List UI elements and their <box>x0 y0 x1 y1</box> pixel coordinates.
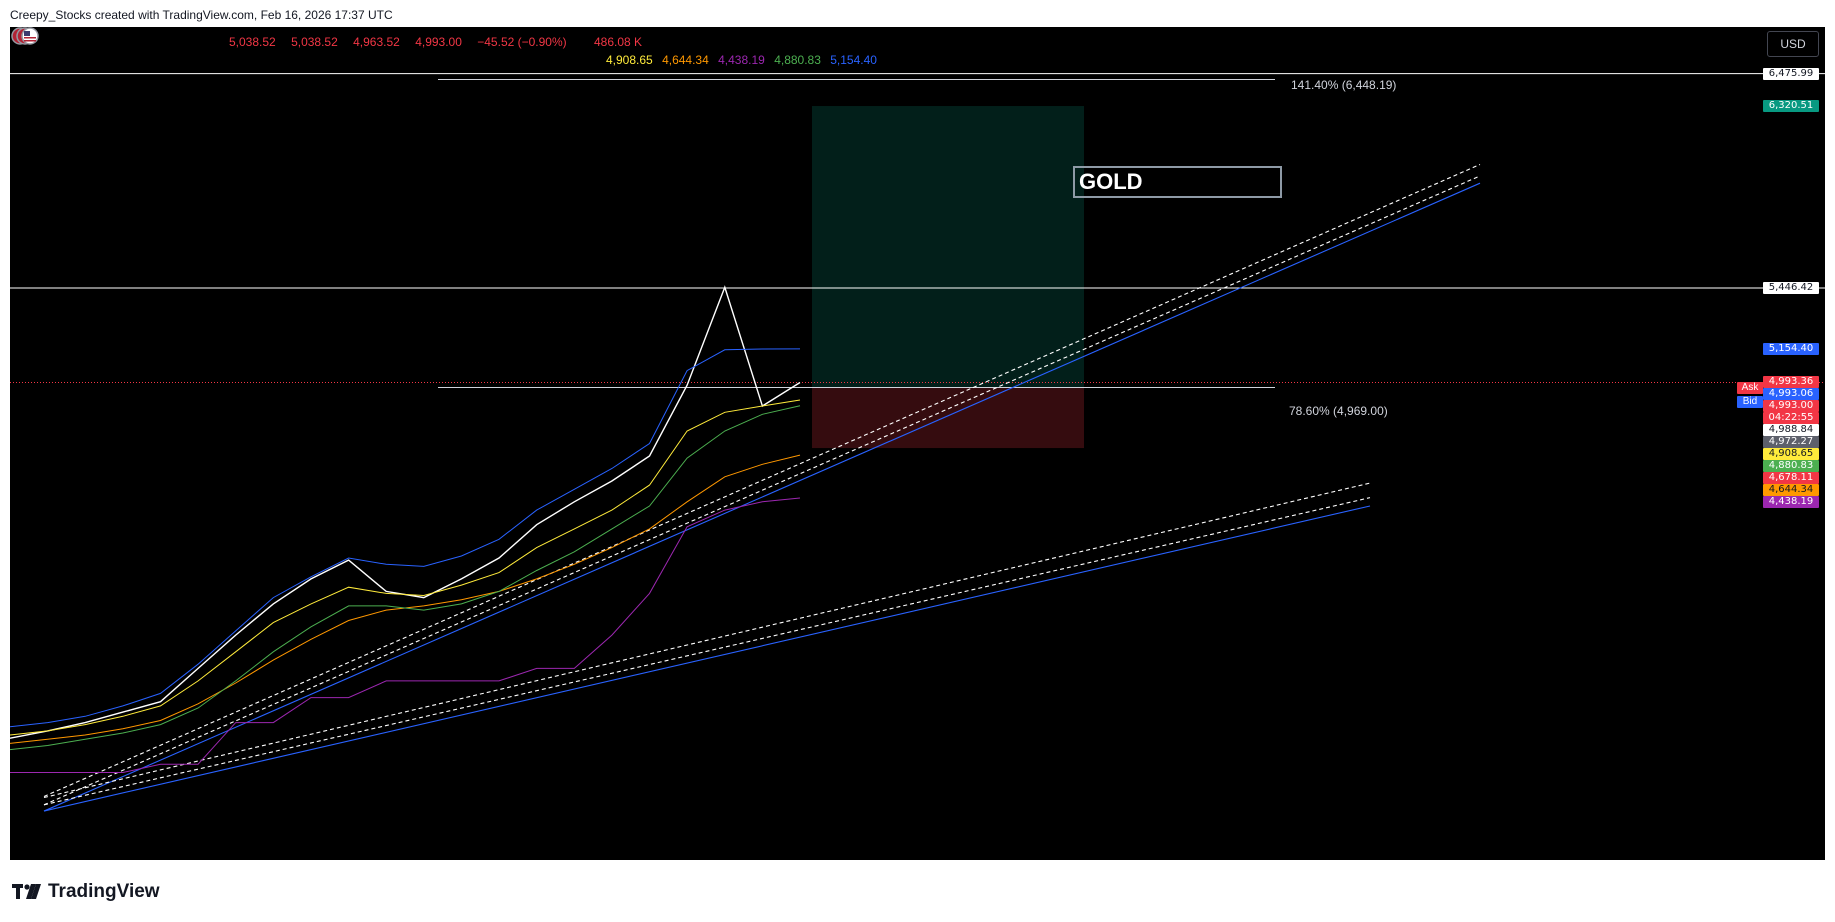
ma-value: 4,880.83 <box>774 53 821 67</box>
price-scale-tag: 4,993.00 <box>1763 400 1819 413</box>
chart-canvas[interactable] <box>10 27 1825 860</box>
ohlc-high: 5,038.52 <box>291 35 338 49</box>
position-stop-zone <box>812 387 1084 449</box>
us-flag-event-icon[interactable] <box>10 27 42 45</box>
price-line <box>10 285 801 739</box>
ma-value: 4,438.19 <box>718 53 765 67</box>
chart-credit: Creepy_Stocks created with TradingView.c… <box>10 8 393 22</box>
price-scale-tag: 4,993.36 <box>1763 376 1819 389</box>
ma-line-yellow <box>10 399 801 736</box>
price-scale-tag: 4,880.83 <box>1763 460 1819 473</box>
ma-value: 4,644.34 <box>662 53 709 67</box>
ohlc-low: 4,963.52 <box>353 35 400 49</box>
price-scale-tag: 4,972.27 <box>1763 436 1819 449</box>
trendline-channel-dashed <box>43 175 1481 806</box>
price-scale-tag: 5,446.42 <box>1763 282 1819 295</box>
trendline-channel-dashed <box>43 497 1371 806</box>
tradingview-logo-icon <box>12 884 41 899</box>
trendline-channel-dashed <box>43 163 1481 797</box>
ma-value: 4,908.65 <box>606 53 653 67</box>
fib-label-upper: 141.40% (6,448.19) <box>1291 78 1397 92</box>
price-scale-tag: 04:22:55 <box>1763 412 1819 425</box>
currency-button[interactable]: USD <box>1767 31 1819 57</box>
price-scale-tag: 4,438.19 <box>1763 496 1819 509</box>
price-scale-tag: 4,988.84 <box>1763 424 1819 437</box>
trendline <box>43 182 1481 812</box>
price-scale-tag: 4,644.34 <box>1763 484 1819 497</box>
brand-footer[interactable]: TradingView <box>12 881 160 903</box>
ohlc-close: 4,993.00 <box>415 35 462 49</box>
price-scale-tag: 4,908.65 <box>1763 448 1819 461</box>
ma-line-blue <box>10 348 801 728</box>
price-scale-tag: 6,475.99 <box>1763 67 1819 80</box>
ohlc-legend: 5,038.52 5,038.52 4,963.52 4,993.00 −45.… <box>229 35 654 49</box>
ma-line-green <box>10 405 801 751</box>
price-scale-tag: 5,154.40 <box>1763 342 1819 355</box>
bid-label: Bid <box>1737 396 1763 408</box>
gold-text-note[interactable]: GOLD <box>1073 166 1282 198</box>
ma-line-orange <box>10 454 801 744</box>
price-scale-tag: 4,678.11 <box>1763 472 1819 485</box>
brand-name: TradingView <box>48 881 160 902</box>
ohlc-open: 5,038.52 <box>229 35 276 49</box>
ohlc-change: −45.52 (−0.90%) <box>477 35 567 49</box>
trendline <box>43 505 1371 812</box>
chart-area[interactable]: 5,038.52 5,038.52 4,963.52 4,993.00 −45.… <box>10 27 1825 860</box>
position-target-zone <box>812 106 1084 388</box>
trendline-channel-dashed <box>43 482 1371 799</box>
price-scale-tag: 6,320.51 <box>1763 100 1819 113</box>
ohlc-volume: 486.08 K <box>594 35 643 49</box>
fib-label-lower: 78.60% (4,969.00) <box>1289 404 1388 418</box>
ask-label: Ask <box>1737 382 1763 394</box>
ma-line-purple <box>10 497 801 773</box>
price-scale-tag: 4,993.06 <box>1763 388 1819 401</box>
ma-value: 5,154.40 <box>830 53 877 67</box>
moving-average-legend: 4,908.65 4,644.34 4,438.19 4,880.83 5,15… <box>606 53 883 67</box>
